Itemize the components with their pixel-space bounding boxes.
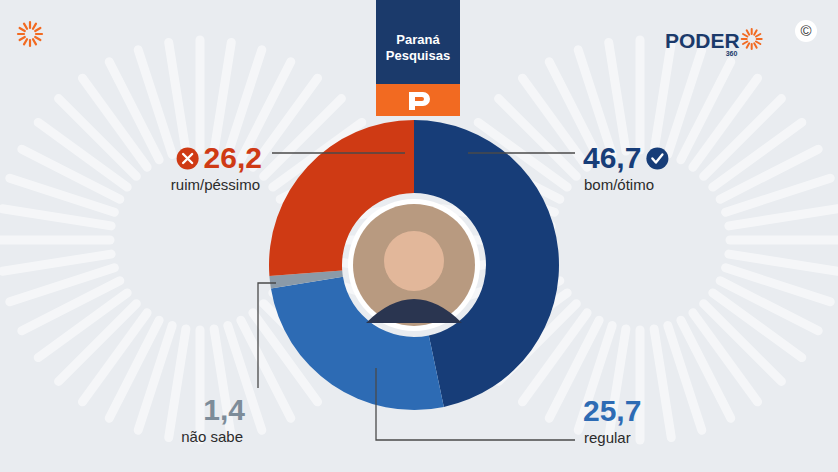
brand-ray <box>754 30 757 34</box>
logo-ray <box>33 24 36 29</box>
logo-ray <box>36 33 42 35</box>
sunburst-ray <box>22 281 120 331</box>
sunburst-ray <box>169 42 186 151</box>
sunburst-ray <box>169 329 186 438</box>
photo-suit <box>366 299 462 323</box>
sunburst-ray <box>196 40 205 150</box>
logo-icon <box>18 22 42 46</box>
leader-line <box>468 152 575 153</box>
sunburst-ray <box>0 236 110 245</box>
title: ParanáPesquisas <box>386 32 450 63</box>
brand-suffix: 360 <box>726 50 738 57</box>
brand-ray <box>751 29 753 34</box>
sunburst-ray <box>668 326 702 431</box>
sunburst-ray <box>2 254 111 271</box>
cross-icon <box>177 148 199 170</box>
sunburst-ray <box>730 236 838 245</box>
brand-ray <box>756 34 760 37</box>
title-line: Paraná <box>396 32 440 47</box>
sunburst-ray <box>668 50 702 155</box>
category-label: ruim/péssimo <box>171 176 260 193</box>
sunburst-ray <box>10 178 115 212</box>
copyright-badge <box>795 20 817 42</box>
brand: PODER <box>665 29 740 52</box>
sunburst-ray <box>109 62 159 160</box>
logo-ray <box>24 39 27 44</box>
background <box>0 0 838 472</box>
logo-ray <box>29 22 31 28</box>
check-mark <box>652 155 662 163</box>
logo-ray <box>29 40 31 46</box>
sunburst-ray <box>214 42 231 151</box>
header-logo-box <box>376 84 460 116</box>
category-label: não sabe <box>181 428 243 445</box>
category-label: regular <box>584 429 631 446</box>
sunburst-ray <box>578 50 612 155</box>
cross-mark <box>183 154 192 163</box>
sunburst-ray <box>726 178 831 212</box>
brand-ray <box>743 34 747 37</box>
logo-ray <box>35 28 40 31</box>
sunburst-ray <box>654 42 671 151</box>
sunburst-ray <box>228 50 262 155</box>
logo-ray <box>18 33 24 35</box>
sunburst-ray <box>2 209 111 226</box>
brand-icon <box>742 29 762 49</box>
brand-ray <box>743 42 747 45</box>
leader-line <box>376 368 575 440</box>
title-line: Pesquisas <box>386 48 450 63</box>
brand-ray <box>747 43 750 47</box>
logo-ray <box>20 28 25 31</box>
check-icon <box>646 148 668 170</box>
copyright: © <box>800 22 811 39</box>
sunburst-ray <box>720 149 818 199</box>
brand-ray <box>747 30 750 34</box>
leader-line <box>272 152 405 153</box>
sunburst-ray <box>10 268 115 302</box>
logo-ray <box>33 39 36 44</box>
sunburst-ray <box>681 320 731 418</box>
brand-ray <box>756 42 760 45</box>
photo-face <box>384 231 444 291</box>
sunburst-ray <box>138 326 172 431</box>
sunburst-ray <box>609 42 626 151</box>
donut <box>269 120 559 410</box>
value-label: 26,2 <box>204 141 262 174</box>
value-label: 1,4 <box>203 393 245 426</box>
photo-frame <box>348 199 480 331</box>
logo-ray <box>20 37 25 40</box>
brand-ray <box>751 44 753 49</box>
sunburst-ray <box>241 320 291 418</box>
logo-ray <box>24 24 27 29</box>
leader-line <box>258 283 276 388</box>
value-label: 46,7 <box>583 141 641 174</box>
logo-ray <box>35 37 40 40</box>
photo <box>353 204 475 326</box>
sunburst-ray <box>729 254 838 271</box>
brand-ray <box>742 38 747 40</box>
brand-ray <box>757 38 762 40</box>
sunburst-ray <box>726 268 831 302</box>
sunburst-ray <box>654 329 671 438</box>
brand-ray <box>754 43 757 47</box>
value-label: 25,7 <box>583 394 641 427</box>
category-label: bom/ótimo <box>584 176 654 193</box>
sunburst-ray <box>636 40 645 150</box>
header-logo <box>409 92 430 110</box>
sunburst-ray <box>138 50 172 155</box>
sunburst-ray <box>729 209 838 226</box>
header-box <box>376 0 460 84</box>
